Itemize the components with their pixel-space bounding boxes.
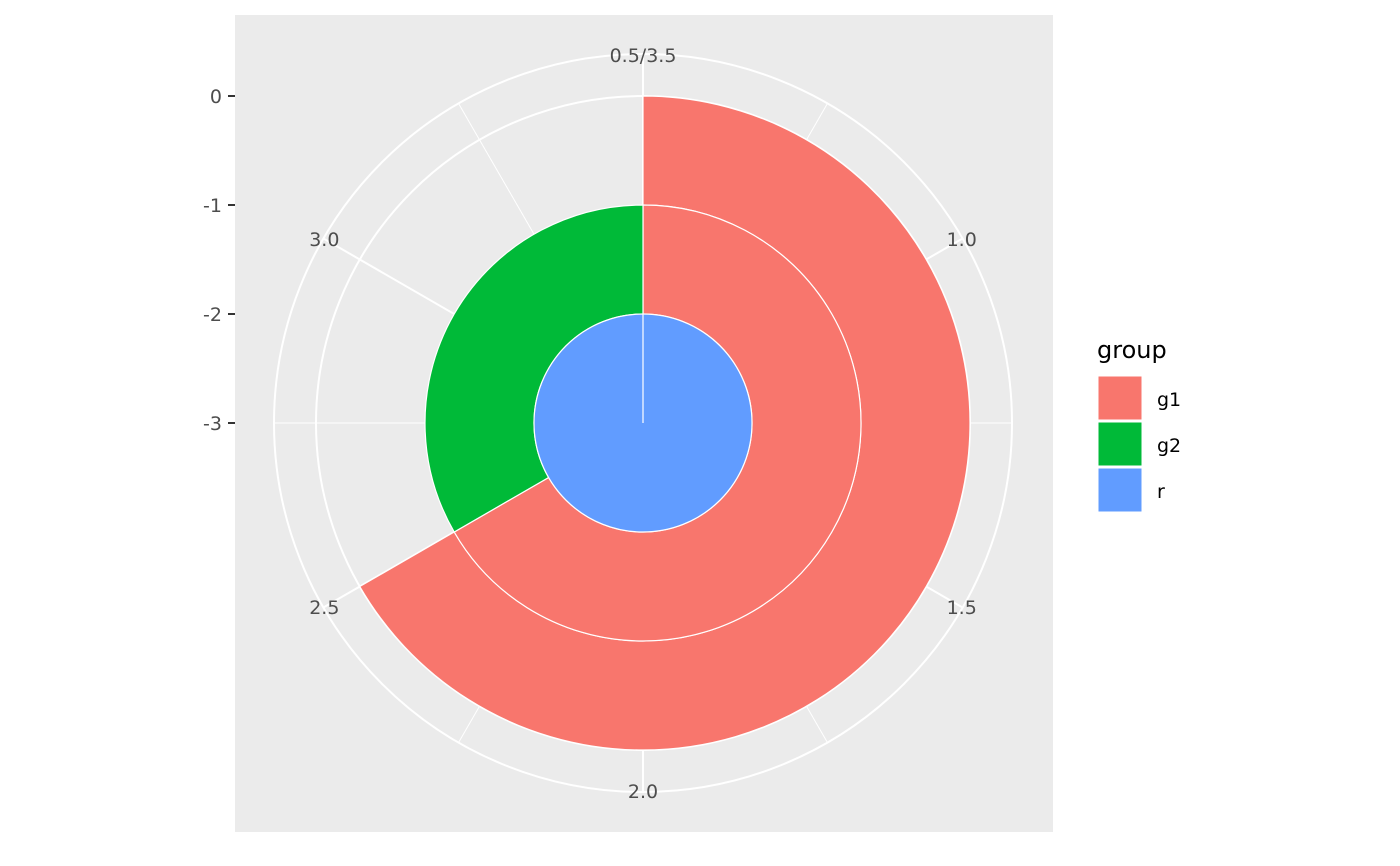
legend-label: g1 [1157, 389, 1181, 411]
r-tick-label: 0 [210, 86, 222, 108]
theta-tick-label: 1.0 [947, 229, 977, 251]
legend-label: g2 [1157, 435, 1181, 457]
theta-tick-label: 2.5 [309, 597, 339, 619]
theta-tick-label: 2.0 [628, 781, 658, 803]
legend-key-g1 [1097, 375, 1143, 421]
theta-tick-label: 0.5/3.5 [610, 45, 677, 67]
legend-key-r [1097, 467, 1143, 513]
r-tick-label: -2 [203, 304, 222, 326]
theta-tick-label: 3.0 [309, 229, 339, 251]
legend: group g1 g2 r [1097, 336, 1181, 513]
r-tick-label: -1 [203, 195, 222, 217]
r-tick-label: -3 [203, 413, 222, 435]
legend-title: group [1097, 336, 1167, 364]
legend-key-g2 [1097, 421, 1143, 467]
legend-label: r [1157, 481, 1165, 503]
theta-tick-label: 1.5 [947, 597, 977, 619]
